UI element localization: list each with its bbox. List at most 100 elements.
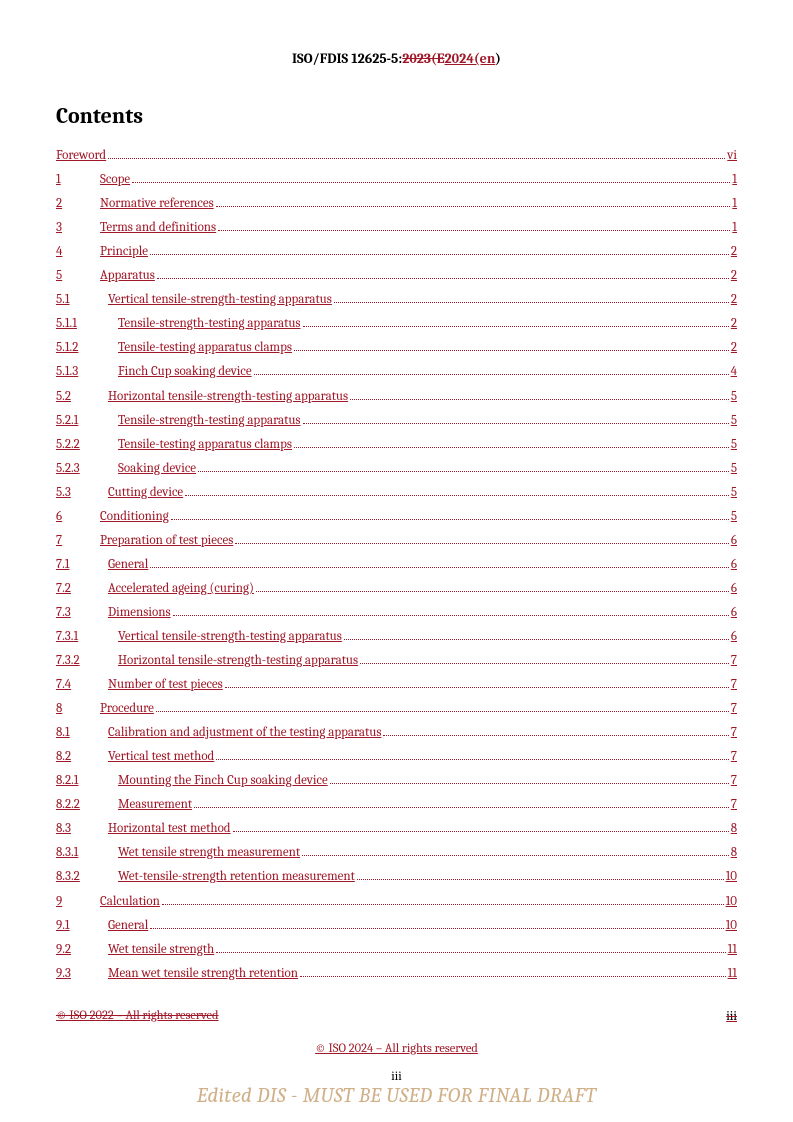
toc-dot-leader [256,581,729,592]
toc-entry-page: 7 [731,702,737,715]
toc-entry-page: 7 [731,774,737,787]
toc-entry[interactable]: 7.2Accelerated ageing (curing)6 [56,576,737,600]
toc-dot-leader [171,509,729,520]
toc-entry-page: vi [727,149,737,162]
toc-dot-leader [216,942,725,953]
toc-entry-number: 5.2 [56,390,108,403]
toc-dot-leader [294,437,729,448]
toc-dot-leader [360,653,729,664]
toc-dot-leader [225,677,729,688]
toc-entry[interactable]: 4Principle2 [56,239,737,263]
toc-entry[interactable]: 5.2Horizontal tensile-strength-testing a… [56,383,737,407]
toc-entry[interactable]: 7.3.1Vertical tensile-strength-testing a… [56,624,737,648]
toc-dot-leader [300,966,726,977]
toc-entry-title: Foreword [56,149,106,162]
toc-entry-page: 1 [732,197,737,210]
toc-dot-leader [216,749,729,760]
toc-entry[interactable]: 5.2.1Tensile-strength-testing apparatus5 [56,408,737,432]
toc-entry[interactable]: 8.3.2Wet-tensile-strength retention meas… [56,864,737,888]
toc-entry-number: 7.3.2 [56,654,118,667]
toc-dot-leader [218,220,730,231]
toc-entry-title: Horizontal test method [108,822,231,835]
toc-entry-page: 5 [731,486,737,499]
toc-entry-number: 5.1.1 [56,317,118,330]
toc-entry[interactable]: 9.3Mean wet tensile strength retention11 [56,961,737,985]
toc-entry-number: 7.4 [56,678,108,691]
toc-entry-page: 7 [731,750,737,763]
toc-entry-title: Tensile-testing apparatus clamps [118,438,292,451]
toc-entry[interactable]: 8.2.1Mounting the Finch Cup soaking devi… [56,768,737,792]
header-deleted-year: 2023(E [402,50,444,67]
toc-entry-number: 8.2.2 [56,798,118,811]
toc-entry[interactable]: 6Conditioning5 [56,504,737,528]
toc-entry-number: 6 [56,510,100,523]
toc-entry[interactable]: 5.1.3Finch Cup soaking device4 [56,359,737,383]
toc-entry[interactable]: 8.1Calibration and adjustment of the tes… [56,720,737,744]
toc-dot-leader [162,893,724,904]
toc-entry-title: Vertical tensile-strength-testing appara… [118,630,342,643]
toc-entry[interactable]: 7.1General6 [56,552,737,576]
toc-entry-number: 8.3 [56,822,108,835]
toc-dot-leader [173,605,729,616]
toc-entry[interactable]: 5.1.1Tensile-strength-testing apparatus2 [56,311,737,335]
toc-entry-page: 2 [731,293,737,306]
toc-dot-leader [216,196,731,207]
toc-entry[interactable]: 9.2Wet tensile strength11 [56,937,737,961]
toc-entry-title: Apparatus [100,269,155,282]
toc-entry-page: 11 [728,943,737,956]
toc-entry-number: 5.1.2 [56,341,118,354]
toc-entry-page: 7 [731,654,737,667]
toc-entry[interactable]: 2Normative references1 [56,191,737,215]
toc-entry[interactable]: Foreword vi [56,143,737,167]
toc-entry-page: 5 [731,510,737,523]
toc-entry[interactable]: 7.3.2Horizontal tensile-strength-testing… [56,648,737,672]
contents-heading: Contents [56,103,737,129]
toc-entry[interactable]: 9.1General10 [56,913,737,937]
toc-entry-number: 3 [56,221,100,234]
toc-entry-page: 2 [731,317,737,330]
toc-entry[interactable]: 5.2.3Soaking device5 [56,456,737,480]
toc-entry-number: 9 [56,895,100,908]
toc-entry-title: Soaking device [118,462,196,475]
toc-entry[interactable]: 5.1Vertical tensile-strength-testing app… [56,287,737,311]
toc-entry[interactable]: 8.2.2Measurement7 [56,792,737,816]
toc-entry[interactable]: 5.2.2Tensile-testing apparatus clamps5 [56,432,737,456]
toc-entry-page: 7 [731,726,737,739]
toc-entry[interactable]: 8.3Horizontal test method8 [56,816,737,840]
toc-entry-title: Normative references [100,197,214,210]
toc-entry-title: Accelerated ageing (curing) [108,582,254,595]
toc-dot-leader [357,869,724,880]
toc-entry[interactable]: 8.3.1Wet tensile strength measurement8 [56,840,737,864]
toc-entry-number: 5 [56,269,100,282]
toc-entry-title: Terms and definitions [100,221,216,234]
toc-entry[interactable]: 7.3Dimensions6 [56,600,737,624]
toc-entry[interactable]: 8Procedure7 [56,696,737,720]
header-prefix: ISO/FDIS 12625-5: [292,50,402,67]
toc-entry-title: Preparation of test pieces [100,534,233,547]
toc-entry-title: Horizontal tensile-strength-testing appa… [118,654,358,667]
toc-entry[interactable]: 8.2Vertical test method7 [56,744,737,768]
toc-entry-title: Tensile-strength-testing apparatus [118,414,301,427]
toc-entry[interactable]: 5.3Cutting device5 [56,480,737,504]
toc-entry[interactable]: 7.4Number of test pieces7 [56,672,737,696]
toc-entry-title: General [108,558,148,571]
footer-pagenum: iii [56,1070,737,1084]
toc-entry-page: 8 [731,846,737,859]
toc-entry[interactable]: 5.1.2Tensile-testing apparatus clamps2 [56,335,737,359]
toc-dot-leader [150,918,723,929]
toc-entry[interactable]: 7Preparation of test pieces6 [56,528,737,552]
toc-entry-title: Calibration and adjustment of the testin… [108,726,381,739]
footer-old-pagenum: iii [726,1009,737,1024]
toc-entry-number: 8.3.1 [56,846,118,859]
toc-entry[interactable]: 9Calculation10 [56,888,737,912]
toc-entry[interactable]: 3Terms and definitions1 [56,215,737,239]
toc-entry[interactable]: 1Scope1 [56,167,737,191]
toc-dot-leader [198,461,729,472]
toc-entry-title: Measurement [118,798,192,811]
toc-dot-leader [254,364,729,375]
toc-entry-number: 7.2 [56,582,108,595]
toc-dot-leader [334,292,729,303]
table-of-contents: Foreword vi 1Scope1 2 Normative references 1 3… [56,143,737,985]
toc-entry-title: General [108,919,148,932]
toc-entry[interactable]: 5Apparatus2 [56,263,737,287]
